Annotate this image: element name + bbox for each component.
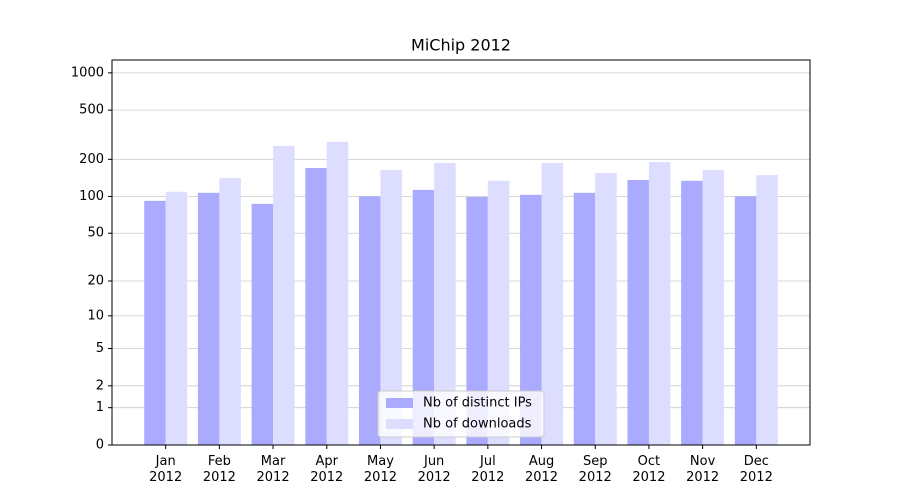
bar <box>487 180 510 445</box>
legend-label: Nb of downloads <box>423 417 532 432</box>
bar <box>380 169 402 446</box>
bar <box>627 179 649 445</box>
y-tick-label: 10 <box>87 308 104 323</box>
bar <box>702 169 725 446</box>
bar <box>466 196 488 445</box>
bar <box>573 192 596 445</box>
x-tick-label: Jun 2012 <box>418 454 451 485</box>
bar <box>541 162 564 445</box>
legend-swatch <box>386 419 413 429</box>
bar <box>219 178 241 446</box>
x-tick-label: May 2012 <box>364 454 397 485</box>
y-tick-label: 20 <box>87 274 104 289</box>
bar <box>734 196 757 445</box>
bar <box>412 189 435 445</box>
x-tick-label: Oct 2012 <box>632 454 665 485</box>
bar <box>681 180 703 445</box>
bar <box>434 162 456 445</box>
x-tick-label: Feb 2012 <box>203 454 236 485</box>
bar <box>648 162 671 446</box>
bar <box>595 172 617 445</box>
y-tick-label: 50 <box>87 226 104 241</box>
y-tick-label: 1 <box>96 400 104 415</box>
y-tick-label: 0 <box>96 438 104 453</box>
x-tick-label: Sep 2012 <box>579 454 612 485</box>
x-tick-label: Aug 2012 <box>525 454 558 485</box>
x-tick-label: Jul 2012 <box>471 454 504 485</box>
legend-swatch <box>386 398 413 408</box>
x-tick-label: Apr 2012 <box>310 454 343 485</box>
bar <box>251 203 274 445</box>
y-tick-label: 1000 <box>71 65 104 80</box>
bar <box>165 191 188 445</box>
y-tick-label: 500 <box>79 103 104 118</box>
bar <box>305 168 327 446</box>
legend-label: Nb of distinct IPs <box>423 396 532 411</box>
bar <box>756 175 778 445</box>
y-tick-label: 100 <box>79 189 104 204</box>
bar <box>273 145 295 445</box>
bar <box>358 196 381 445</box>
bar <box>197 192 220 445</box>
bar <box>326 141 349 445</box>
x-tick-label: Nov 2012 <box>686 454 719 485</box>
chart-title: MiChip 2012 <box>411 36 511 55</box>
plot-frame <box>111 59 811 446</box>
y-tick-label: 2 <box>96 378 104 393</box>
bar <box>144 200 166 445</box>
x-tick-label: Dec 2012 <box>740 454 773 485</box>
y-tick-label: 200 <box>79 152 104 167</box>
x-tick-label: Jan 2012 <box>149 454 182 485</box>
y-tick-label: 5 <box>96 341 104 356</box>
legend-box <box>377 390 545 438</box>
x-tick-label: Mar 2012 <box>257 454 290 485</box>
bar <box>520 194 542 445</box>
